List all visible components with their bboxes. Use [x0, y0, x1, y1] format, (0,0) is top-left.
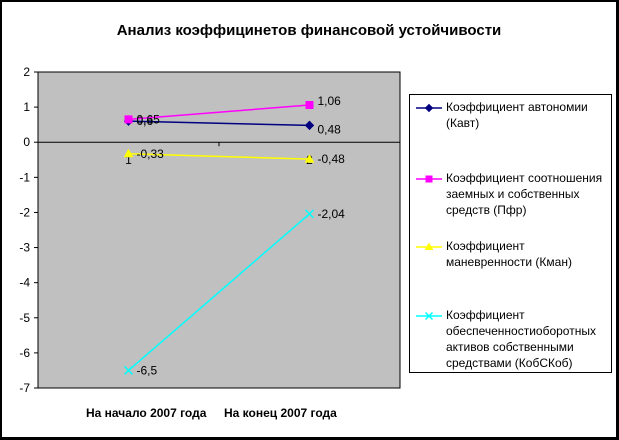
- legend-label-2: Коэффициент маневренности (Кман): [446, 239, 572, 269]
- series-0-data-label-1: 0,48: [318, 122, 342, 136]
- y-tick-label-8: -6: [19, 346, 30, 360]
- legend-marker-0: [416, 103, 442, 113]
- legend-symbol-2: [424, 242, 434, 250]
- legend-label-0: Коэффициент автономии (Кавт): [446, 100, 588, 130]
- x-category-label-1: На конец 2007 года: [224, 406, 337, 420]
- chart-title: Анализ коэффицинетов финансовой устойчив…: [116, 22, 502, 39]
- series-line-0: [128, 120, 310, 127]
- legend: Коэффициент автономии (Кавт) Коэффициент…: [409, 94, 612, 373]
- legend-symbol-0: [424, 103, 434, 113]
- series-line-2: [128, 153, 310, 160]
- y-tick-label-9: -7: [19, 381, 30, 395]
- series-2-data-label-1: -0,48: [318, 152, 346, 166]
- legend-marker-3: [416, 311, 442, 321]
- y-tick-label-1: 1: [23, 100, 30, 114]
- series-2-data-label-0: -0,33: [137, 147, 165, 161]
- series-line-1: [128, 104, 310, 121]
- legend-symbol-3: [424, 311, 434, 321]
- series-3-point-0: [123, 365, 134, 375]
- y-tick-label-7: -5: [19, 311, 30, 325]
- series-1-data-label-1: 1,06: [318, 94, 342, 108]
- plot-area: [37, 71, 401, 389]
- series-1-point-1: [305, 101, 314, 110]
- legend-label-3: Коэффициент обеспеченностиоборотных акти…: [446, 308, 596, 370]
- y-tick-label-6: -4: [19, 276, 30, 290]
- series-1-point-0: [124, 115, 133, 124]
- series-line-3: [128, 213, 310, 372]
- series-1-data-label-0: 0,65: [137, 112, 161, 126]
- legend-symbol-1: [425, 175, 433, 183]
- series-2-point-1: [304, 154, 315, 163]
- series-3-point-1: [304, 209, 315, 219]
- y-tick-label-0: 2: [23, 65, 30, 79]
- y-tick-label-3: -1: [19, 170, 30, 184]
- series-0-point-1: [304, 120, 315, 131]
- y-tick-label-2: 0: [23, 135, 30, 149]
- y-tick-label-5: -3: [19, 241, 30, 255]
- y-tick-label-4: -2: [19, 205, 30, 219]
- series-3-data-label-1: -2,04: [318, 207, 346, 221]
- legend-marker-1: [416, 175, 442, 183]
- legend-label-1: Коэффициент соотношения заемных и собств…: [446, 171, 603, 217]
- x-category-label-0: На начало 2007 года: [86, 406, 207, 420]
- series-3-data-label-0: -6,5: [137, 363, 158, 377]
- x-tick-label-0: 1: [125, 153, 132, 167]
- legend-marker-2: [416, 242, 442, 250]
- series-2-point-0: [123, 148, 134, 158]
